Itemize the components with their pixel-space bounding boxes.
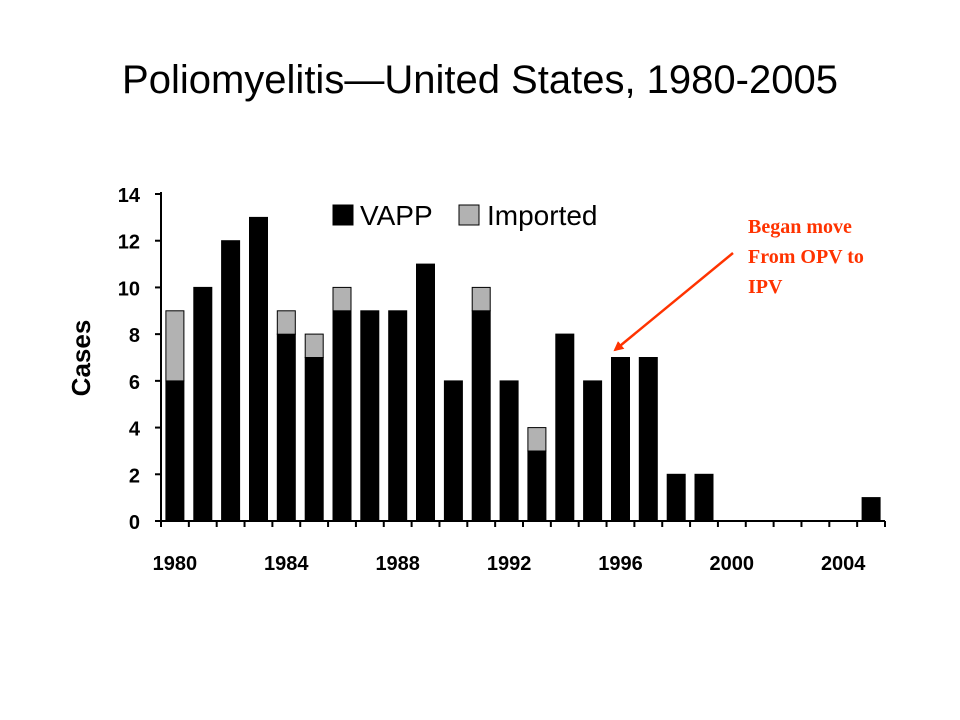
bar-imported-1984	[276, 310, 296, 335]
bar-vapp-1984	[276, 333, 296, 522]
y-tick-label: 4	[129, 419, 141, 441]
bar-vapp-1994	[555, 333, 575, 522]
annotation-arrow	[613, 252, 734, 352]
bar-vapp-1985	[304, 357, 324, 522]
y-tick-label: 14	[118, 185, 141, 207]
y-tick-label: 10	[118, 278, 140, 300]
bars-layer	[165, 216, 881, 522]
y-tick-label: 0	[129, 512, 140, 534]
bar-vapp-1992	[499, 380, 519, 522]
annotation-text: Began move From OPV to IPV	[748, 212, 948, 302]
bar-vapp-1998	[666, 473, 686, 522]
axes-layer: 0 2 4 6 8 10 12 14 1980 1984 1988 1992 1996 2000 2004	[118, 185, 886, 575]
bar-vapp-1981	[193, 286, 213, 522]
x-tick-label: 1984	[264, 553, 309, 575]
y-tick-label: 8	[129, 325, 140, 347]
bar-vapp-1999	[694, 473, 714, 522]
bar-imported-1991	[471, 286, 491, 312]
x-tick-label: 1992	[487, 553, 532, 575]
x-tick-label: 2000	[710, 553, 755, 575]
bar-imported-1986	[332, 286, 352, 312]
bar-vapp-1980	[165, 380, 185, 522]
legend-label-vapp: VAPP	[360, 200, 433, 231]
bar-vapp-1997	[638, 357, 658, 522]
bar-vapp-1988	[388, 310, 408, 522]
bar-vapp-1989	[416, 263, 435, 522]
bar-imported-1980	[165, 310, 185, 382]
legend-swatch-vapp	[332, 204, 354, 226]
legend: VAPP Imported	[332, 200, 598, 231]
y-tick-label: 12	[118, 232, 140, 254]
annotation-line-3: IPV	[748, 276, 783, 298]
y-tick-label: 2	[129, 465, 140, 487]
bar-vapp-1983	[249, 216, 268, 522]
bar-vapp-2005	[861, 497, 881, 522]
x-tick-label: 1980	[153, 553, 198, 575]
bar-vapp-1987	[360, 310, 380, 522]
y-axis-label: Cases	[66, 320, 96, 397]
bar-vapp-1982	[221, 240, 241, 522]
bar-vapp-1990	[443, 380, 463, 522]
bar-vapp-1996	[611, 357, 630, 522]
bar-vapp-1995	[583, 380, 603, 522]
bar-imported-1993	[527, 427, 547, 452]
slide-title: Poliomyelitis—United States, 1980-2005	[122, 58, 838, 102]
annotation-line-2: From OPV to	[748, 246, 864, 268]
legend-swatch-imported	[458, 204, 480, 226]
x-tick-label: 2004	[821, 553, 866, 575]
y-tick-label: 6	[129, 372, 140, 394]
x-tick-label: 1988	[375, 553, 420, 575]
x-tick-label: 1996	[598, 553, 643, 575]
annotation-line-1: Began move	[748, 216, 852, 238]
bar-imported-1985	[304, 333, 324, 359]
legend-label-imported: Imported	[487, 200, 598, 231]
bar-vapp-1986	[332, 310, 352, 522]
bar-vapp-1993	[527, 450, 547, 522]
bar-vapp-1991	[471, 310, 491, 522]
